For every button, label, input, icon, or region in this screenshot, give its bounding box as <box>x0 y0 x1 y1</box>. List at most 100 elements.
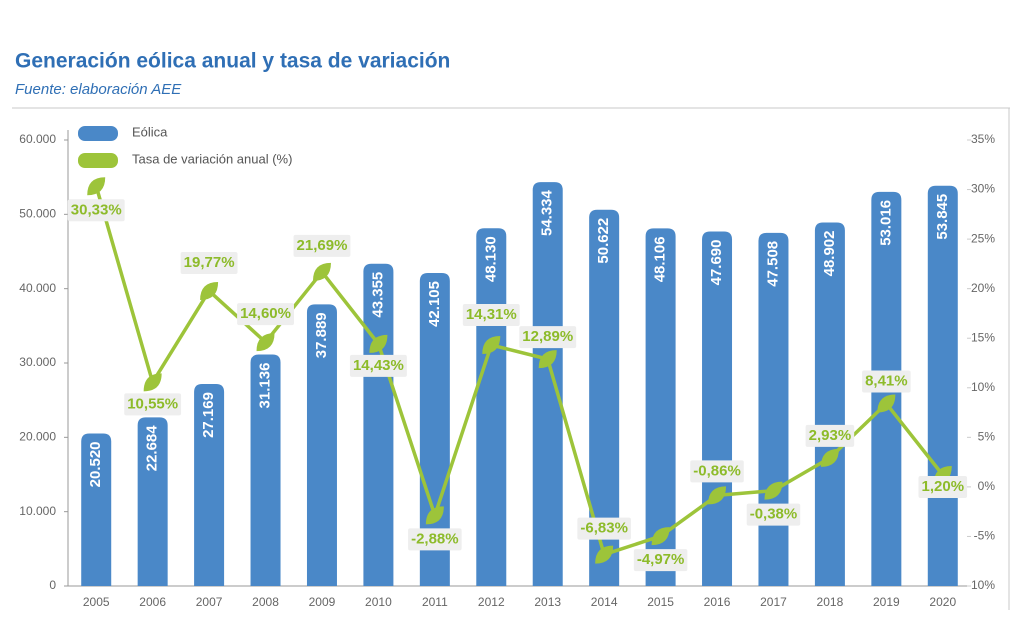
line-value-label-group: -6,83% <box>577 517 631 540</box>
label-bg <box>349 354 407 377</box>
point <box>369 334 388 353</box>
line-value-label-group: 30,33% <box>67 199 125 222</box>
label-bg <box>124 393 182 416</box>
label-bg <box>577 517 631 540</box>
line-value-label: -4,97% <box>637 551 685 568</box>
x-tick-label: 2009 <box>309 595 336 609</box>
line-value-label-group: 14,60% <box>237 303 294 326</box>
line-value-label: -2,88% <box>411 530 459 547</box>
label-bg <box>519 326 577 349</box>
bar-value-label: 48.902 <box>821 230 838 276</box>
bar <box>81 433 112 586</box>
line-value-label-group: -2,88% <box>408 528 462 551</box>
y-tick-label: 10.000 <box>19 504 56 518</box>
x-tick-label: 2006 <box>139 595 166 609</box>
bar <box>306 304 337 586</box>
y-tick-label: 60.000 <box>19 132 56 146</box>
y2-tick-label: 20% <box>971 281 995 295</box>
point <box>764 481 783 500</box>
bar <box>927 185 958 586</box>
bar <box>137 417 168 586</box>
legend-swatch <box>78 153 118 168</box>
point <box>482 336 501 355</box>
line-value-label: 14,31% <box>466 306 517 323</box>
line-value-label: 2,93% <box>809 427 852 444</box>
bar-value-label: 37.889 <box>313 312 330 358</box>
point <box>820 448 839 467</box>
bar-value-label: 48.106 <box>652 236 669 282</box>
x-tick-label: 2018 <box>817 595 844 609</box>
point <box>312 262 331 281</box>
x-tick-label: 2011 <box>422 595 448 609</box>
label-bg <box>293 234 351 257</box>
label-bg <box>862 370 911 393</box>
x-tick-label: 2020 <box>929 595 956 609</box>
y-tick-label: 40.000 <box>19 281 56 295</box>
point <box>256 333 275 352</box>
y2-tick-label: -5% <box>974 529 996 543</box>
line-value-label-group: 2,93% <box>805 424 855 447</box>
label-bg <box>918 475 968 498</box>
x-tick-label: 2013 <box>534 595 561 609</box>
bar <box>532 182 563 587</box>
y2-tick-label: 35% <box>971 132 995 146</box>
bar <box>589 209 620 587</box>
bar-value-label: 47.508 <box>764 241 781 287</box>
label-bg <box>237 303 294 326</box>
y2-tick-label: 15% <box>971 330 995 344</box>
label-bg <box>805 424 855 447</box>
bar-value-label: 22.684 <box>144 425 161 472</box>
label-bg <box>746 503 801 526</box>
line-value-label: 19,77% <box>184 254 235 271</box>
y2-tick-label: 5% <box>978 430 996 444</box>
line-value-label-group: 8,41% <box>862 370 911 393</box>
line-value-label: 12,89% <box>522 328 573 345</box>
y2-tick-label: 0% <box>978 479 996 493</box>
x-tick-label: 2007 <box>196 595 223 609</box>
point <box>708 486 727 505</box>
x-tick-label: 2012 <box>478 595 505 609</box>
line-value-label-group: -4,97% <box>633 549 688 572</box>
x-tick-label: 2016 <box>704 595 731 609</box>
line-value-label-group: -0,38% <box>746 503 801 526</box>
legend-label: Eólica <box>132 124 168 139</box>
point <box>87 177 106 196</box>
y2-tick-label: 10% <box>971 380 995 394</box>
x-tick-label: 2005 <box>83 595 110 609</box>
bar-value-label: 47.690 <box>708 240 725 286</box>
point <box>595 545 614 564</box>
line-value-label-group: 1,20% <box>918 475 968 498</box>
y-tick-label: 50.000 <box>19 207 56 221</box>
x-tick-label: 2017 <box>760 595 787 609</box>
point <box>877 394 896 413</box>
line-value-label: 10,55% <box>127 395 178 412</box>
point <box>200 281 219 300</box>
bar <box>250 354 281 586</box>
line-value-label-group: 19,77% <box>180 251 238 274</box>
bar <box>194 384 225 586</box>
bar-value-label: 43.355 <box>369 272 386 318</box>
chart-title: Generación eólica anual y tasa de variac… <box>15 50 450 73</box>
line-value-label-group: 10,55% <box>124 393 182 416</box>
line-value-label: 30,33% <box>71 201 122 218</box>
bar-value-label: 50.622 <box>595 218 612 264</box>
y2-tick-label: 25% <box>971 231 995 245</box>
bar-value-label: 54.334 <box>539 189 556 236</box>
x-tick-label: 2019 <box>873 595 900 609</box>
bar-value-label: 31.136 <box>257 363 274 409</box>
y-tick-label: 0 <box>49 578 56 592</box>
point <box>143 373 162 392</box>
line-value-label: 14,43% <box>353 357 404 374</box>
label-bg <box>633 549 688 572</box>
point <box>538 350 557 369</box>
bar-value-label: 42.105 <box>426 281 443 327</box>
line-value-label: 21,69% <box>297 237 348 254</box>
line-value-label-group: 14,31% <box>462 304 520 327</box>
label-bg <box>67 199 125 222</box>
label-bg <box>690 460 744 483</box>
line-value-label-group: -0,86% <box>690 460 744 483</box>
line-value-label: 8,41% <box>865 373 908 390</box>
y2-tick-label: 30% <box>971 182 995 196</box>
